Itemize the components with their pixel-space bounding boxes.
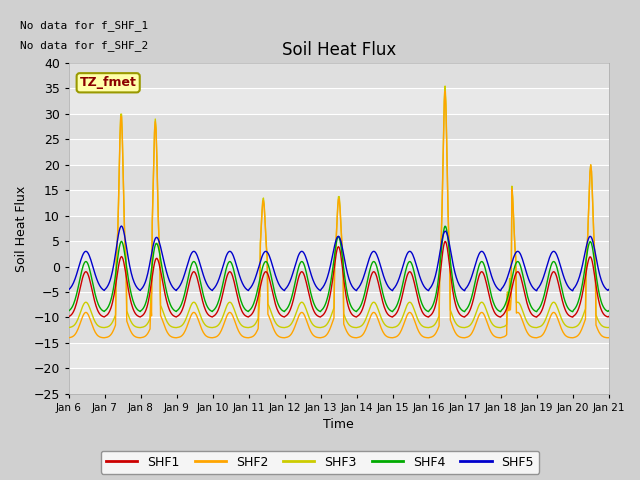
Bar [69,114,609,139]
Bar [69,165,609,190]
Text: No data for f_SHF_1: No data for f_SHF_1 [20,20,148,31]
Text: No data for f_SHF_2: No data for f_SHF_2 [20,40,148,51]
Bar [69,368,609,394]
Y-axis label: Soil Heat Flux: Soil Heat Flux [15,185,28,272]
Bar [69,216,609,241]
Legend: SHF1, SHF2, SHF3, SHF4, SHF5: SHF1, SHF2, SHF3, SHF4, SHF5 [101,451,539,474]
Bar [69,63,609,88]
Bar [69,266,609,292]
Title: Soil Heat Flux: Soil Heat Flux [282,41,396,59]
Text: TZ_fmet: TZ_fmet [80,76,136,89]
X-axis label: Time: Time [323,419,354,432]
Bar [69,317,609,343]
